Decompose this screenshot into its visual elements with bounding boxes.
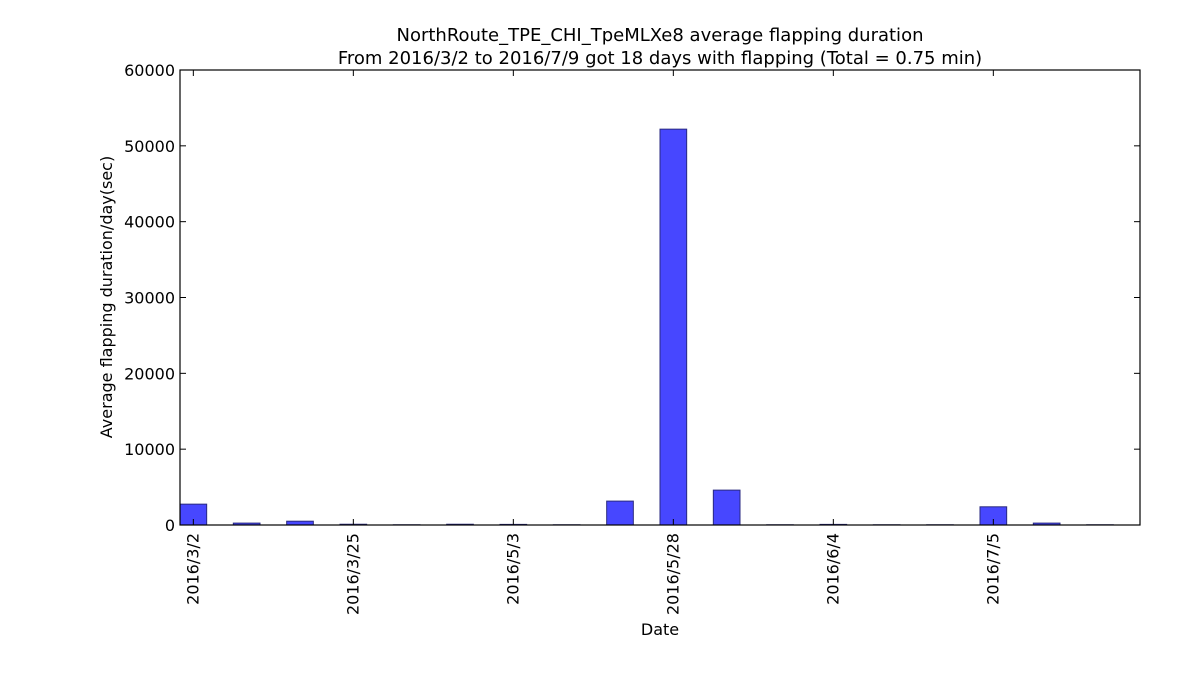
bar [659,128,688,526]
y-tick-label: 10000 [124,440,175,459]
x-tick-label: 2016/3/2 [183,533,202,605]
y-tick-label: 0 [165,516,175,535]
y-tick-label: 20000 [124,364,175,383]
bars-group [179,128,1114,526]
x-tick-label: 2016/7/5 [983,533,1002,605]
bar [712,489,741,526]
x-tick-label: 2016/6/4 [823,533,842,605]
y-tick-label: 40000 [124,213,175,232]
plot-frame [179,69,1141,526]
chart-subtitle: From 2016/3/2 to 2016/7/9 got 18 days wi… [338,48,982,69]
chart-title: NorthRoute_TPE_CHI_TpeMLXe8 average flap… [397,25,924,46]
x-tick-label: 2016/5/3 [503,533,522,605]
x-tick-label: 2016/5/28 [663,533,682,615]
y-tick-label: 60000 [124,61,175,80]
y-tick-label: 50000 [124,137,175,156]
y-axis-label: Average flapping duration/day(sec) [97,156,116,438]
y-axis: 0 10000 20000 30000 40000 50000 60000 [124,61,1140,535]
bar [606,500,634,526]
y-tick-label: 30000 [124,289,175,308]
x-tick-label: 2016/3/25 [343,533,362,615]
x-axis: 2016/3/2 2016/3/25 2016/5/3 2016/5/28 2016/6… [183,70,1002,615]
x-axis-label: Date [641,620,679,639]
